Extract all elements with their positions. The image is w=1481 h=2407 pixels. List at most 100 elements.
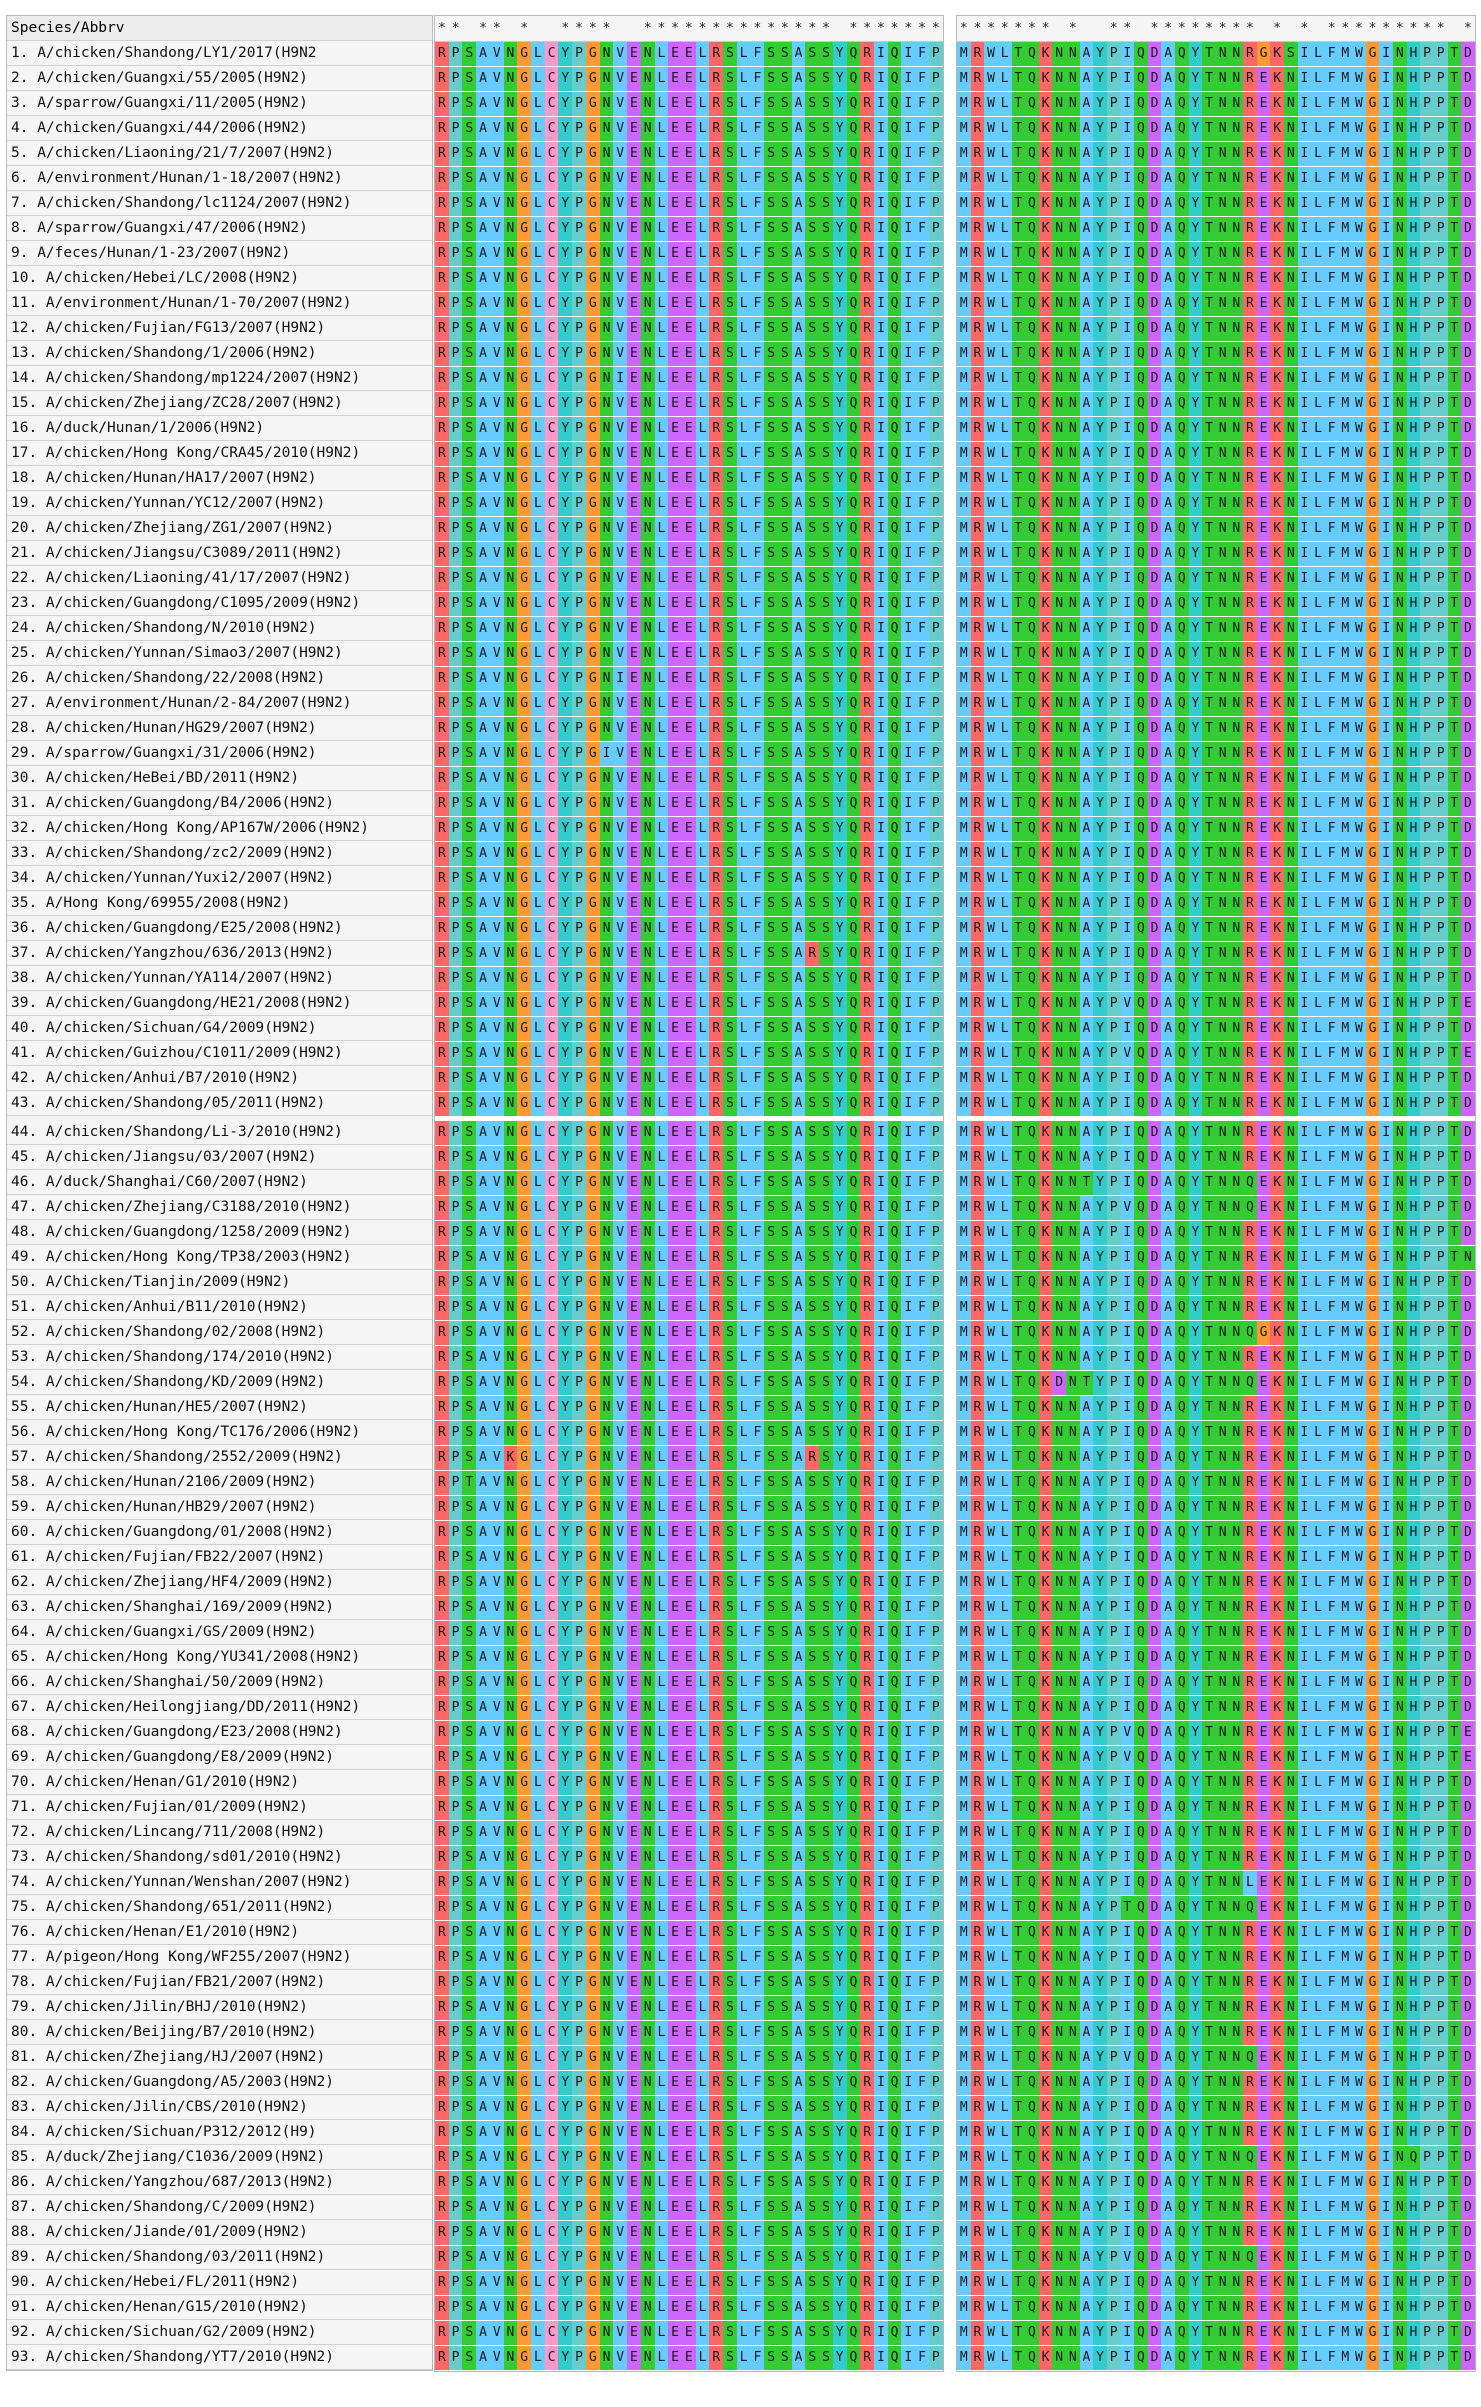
residue-cell: I (1297, 392, 1312, 416)
residue-cell: Y (1093, 167, 1107, 191)
residue-cell: F (750, 2171, 765, 2195)
residue-cell: R (860, 867, 874, 891)
residue-cell: P (928, 1896, 943, 1920)
residue-cell: S (723, 1771, 737, 1795)
residue-cell: S (764, 1671, 778, 1695)
residue-cell: S (819, 2296, 833, 2320)
residue-cell: R (970, 792, 985, 816)
residue-cell: Q (1134, 867, 1148, 891)
residue-cell: R (709, 817, 724, 841)
residue-cell: E (1256, 417, 1271, 441)
residue-cell: A (791, 642, 806, 666)
residue-cell: Y (558, 467, 573, 491)
residue-cell: F (915, 817, 929, 841)
residue-cell: Y (832, 642, 847, 666)
residue-cell: E (627, 742, 641, 766)
residue-cell: S (462, 1246, 477, 1270)
residue-cell: E (681, 2271, 696, 2295)
residue-cell: Q (846, 1546, 861, 1570)
residue-cell: S (723, 2171, 737, 2195)
residue-cell: S (764, 542, 778, 566)
residue-cell: S (723, 942, 737, 966)
residue-cell: S (764, 167, 778, 191)
residue-cell: A (476, 342, 490, 366)
residue-cell: I (1379, 192, 1393, 216)
residue-cell: N (599, 242, 614, 266)
residue-cell: A (476, 2246, 490, 2270)
residue-cell: R (435, 442, 449, 466)
residue-cell: R (860, 2096, 874, 2120)
residue-cell: G (585, 492, 600, 516)
residue-cell: S (764, 2246, 778, 2270)
residue-cell: V (489, 1017, 504, 1041)
residue-cell: L (654, 1221, 669, 1245)
residue-cell: R (709, 1921, 724, 1945)
residue-cell: P (572, 1271, 586, 1295)
residue-cell: L (654, 1971, 669, 1995)
residue-cell: S (777, 142, 792, 166)
residue-cell: L (531, 1271, 545, 1295)
residue-cell: W (984, 167, 998, 191)
residue-cell: Q (1134, 642, 1148, 666)
residue-cell: E (668, 1571, 682, 1595)
residue-cell: V (613, 1171, 628, 1195)
residue-cell: E (627, 1496, 641, 1520)
residue-cell: N (1066, 392, 1080, 416)
residue-cell: I (874, 1596, 888, 1620)
residue-cell: S (764, 517, 778, 541)
residue-cell: G (517, 317, 532, 341)
residue-cell: R (860, 192, 874, 216)
residue-cell: Q (887, 2146, 902, 2170)
residue-cell: R (709, 517, 724, 541)
residue-cell: G (517, 1796, 532, 1820)
residue-cell: I (901, 2296, 916, 2320)
residue-cell: S (777, 2346, 792, 2370)
residue-cell: T (1202, 492, 1216, 516)
residue-cell: C (544, 1321, 559, 1345)
residue-cell: Y (558, 967, 573, 991)
residue-cell: L (997, 742, 1012, 766)
residue-cell: F (915, 592, 929, 616)
residue-cell: I (901, 442, 916, 466)
residue-cell: N (599, 2221, 614, 2245)
residue-cell: G (517, 1017, 532, 1041)
residue-cell: H (1406, 592, 1421, 616)
residue-cell: Y (832, 417, 847, 441)
residue-cell: A (1079, 767, 1094, 791)
residue-cell: R (709, 767, 724, 791)
residue-cell: C (544, 392, 559, 416)
residue-cell: A (476, 2271, 490, 2295)
residue-cell: R (970, 142, 985, 166)
residue-cell: Q (1025, 442, 1039, 466)
residue-cell: E (1256, 92, 1271, 116)
residue-cell: S (462, 217, 477, 241)
residue-cell: N (640, 1521, 655, 1545)
residue-cell: N (503, 1346, 518, 1370)
residue-cell: L (695, 392, 710, 416)
residue-cell: S (805, 1521, 820, 1545)
residue-cell: R (709, 67, 724, 91)
residue-cell: S (777, 1621, 792, 1645)
residue-cell: P (448, 1971, 463, 1995)
residue-cell: P (1433, 867, 1448, 891)
residue-cell: Q (887, 92, 902, 116)
residue-cell: Q (846, 742, 861, 766)
residue-cell: S (462, 42, 477, 66)
residue-cell: N (1284, 592, 1298, 616)
residue-cell: L (531, 1696, 545, 1720)
residue-cell: N (1393, 167, 1407, 191)
residue-cell: Y (832, 2146, 847, 2170)
residue-cell: R (435, 2196, 449, 2220)
residue-cell: P (1420, 367, 1434, 391)
residue-cell: T (462, 1471, 477, 1495)
residue-cell: C (544, 2221, 559, 2245)
residue-cell: N (640, 1621, 655, 1645)
residue-cell: N (640, 1871, 655, 1895)
residue-cell: N (1052, 692, 1066, 716)
residue-cell: Q (887, 2296, 902, 2320)
residue-cell: T (1202, 867, 1216, 891)
